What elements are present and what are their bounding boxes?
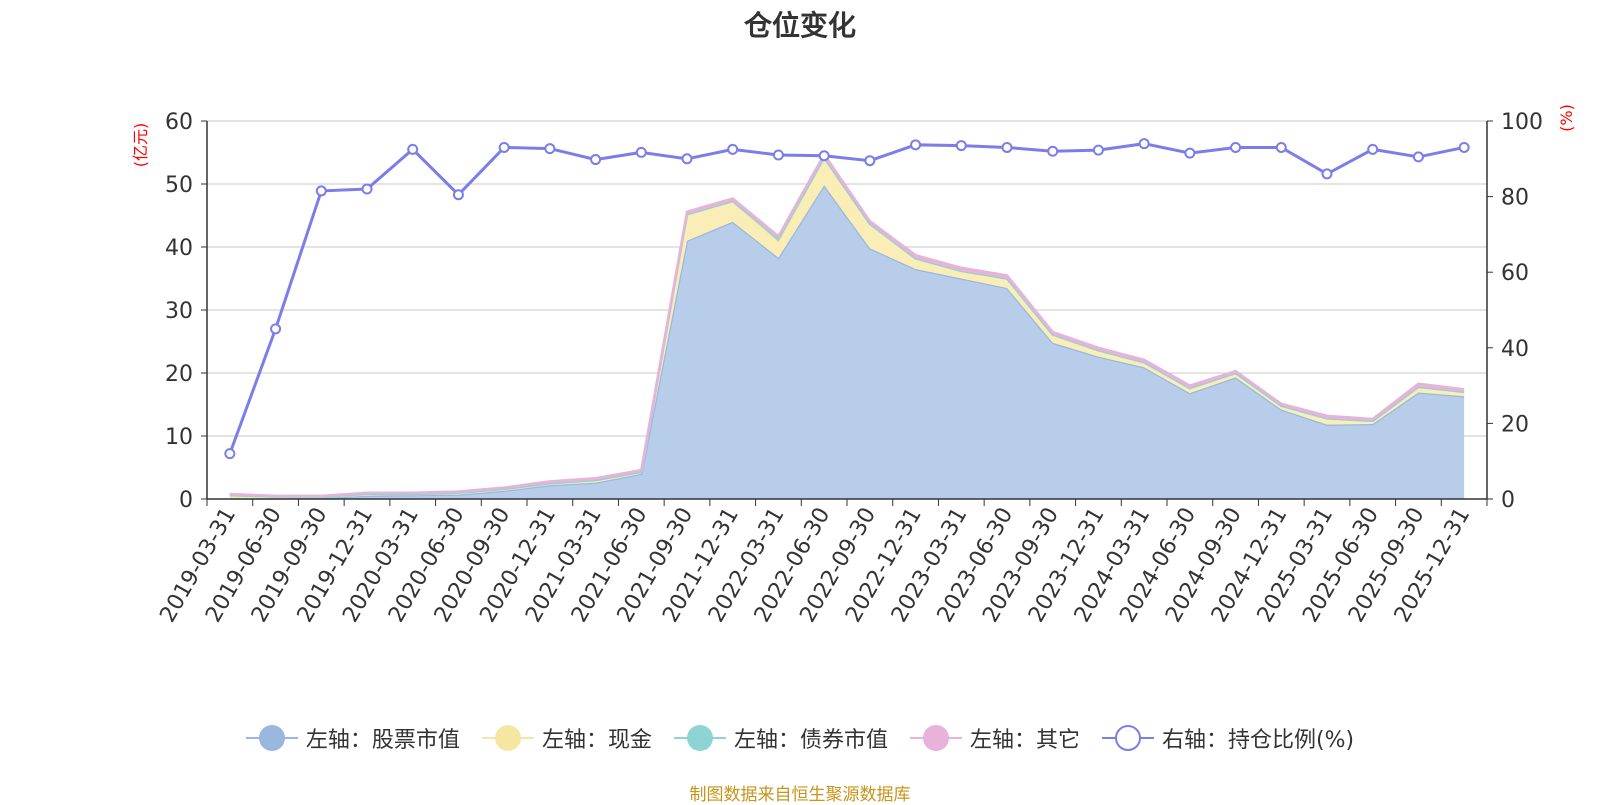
legend-symbol bbox=[909, 725, 962, 751]
ratio-point bbox=[818, 150, 830, 162]
ratio-point bbox=[864, 155, 876, 167]
source-note: 制图数据来自恒生聚源数据库 bbox=[689, 785, 911, 805]
legend-label: 左轴：债券市值 bbox=[733, 728, 888, 753]
right-tick-label: 20 bbox=[1501, 412, 1529, 437]
ratio-point bbox=[270, 323, 282, 335]
legend-symbol bbox=[481, 725, 534, 751]
ratio-point bbox=[955, 140, 967, 152]
ratio-point bbox=[1275, 141, 1287, 153]
legend-symbol bbox=[673, 725, 726, 751]
left-axis-unit: (亿元) bbox=[131, 123, 150, 168]
ratio-line bbox=[224, 138, 1470, 460]
ratio-point bbox=[1321, 168, 1333, 180]
right-axis-unit: (%) bbox=[1557, 104, 1576, 132]
chart-plot: 01020304050600204060801002019-03-312019-… bbox=[131, 104, 1576, 627]
area-左轴：股票市值 bbox=[229, 185, 1465, 499]
legend-label: 左轴：股票市值 bbox=[305, 728, 460, 753]
left-tick-label: 40 bbox=[165, 236, 193, 261]
right-tick-label: 100 bbox=[1501, 110, 1543, 135]
legend-symbol bbox=[245, 725, 298, 751]
legend-label: 左轴：现金 bbox=[541, 728, 652, 753]
ratio-point bbox=[544, 143, 556, 155]
ratio-point bbox=[727, 143, 739, 155]
right-tick-label: 0 bbox=[1501, 488, 1515, 513]
left-tick-label: 0 bbox=[179, 488, 193, 513]
right-tick-label: 60 bbox=[1501, 261, 1529, 286]
legend-label: 左轴：其它 bbox=[969, 728, 1080, 753]
left-tick-label: 30 bbox=[165, 299, 193, 324]
ratio-point bbox=[590, 154, 602, 166]
left-tick-label: 10 bbox=[165, 425, 193, 450]
ratio-point bbox=[361, 183, 373, 195]
ratio-point bbox=[1367, 143, 1379, 155]
legend-symbol bbox=[1101, 725, 1154, 751]
legend: 左轴：股票市值 左轴：现金 左轴：债券市值 左轴：其它 右轴：持仓比例(%) bbox=[0, 722, 1600, 754]
ratio-line-path bbox=[228, 142, 1465, 455]
left-tick-label: 50 bbox=[165, 173, 193, 198]
ratio-point bbox=[681, 153, 693, 165]
ratio-point bbox=[1230, 141, 1242, 153]
legend-label: 右轴：持仓比例(%) bbox=[1161, 728, 1355, 753]
ratio-point bbox=[1001, 141, 1013, 153]
ratio-point bbox=[635, 146, 647, 158]
legend-item[interactable]: 左轴：现金 bbox=[481, 722, 652, 754]
ratio-point bbox=[1184, 147, 1196, 159]
legend-item[interactable]: 左轴：股票市值 bbox=[245, 722, 460, 754]
ratio-point bbox=[772, 149, 784, 161]
legend-item[interactable]: 右轴：持仓比例(%) bbox=[1101, 722, 1355, 754]
legend-item[interactable]: 左轴：其它 bbox=[909, 722, 1080, 754]
right-tick-label: 80 bbox=[1501, 186, 1529, 211]
left-tick-label: 20 bbox=[165, 362, 193, 387]
left-tick-label: 60 bbox=[165, 110, 193, 135]
area-line-左轴：其它 bbox=[229, 152, 1465, 498]
ratio-point bbox=[1092, 144, 1104, 156]
ratio-point bbox=[452, 189, 464, 201]
stacked-areas bbox=[229, 152, 1465, 500]
ratio-point bbox=[1458, 141, 1470, 153]
ratio-point bbox=[315, 185, 327, 197]
ratio-point bbox=[1047, 145, 1059, 157]
ratio-point bbox=[1138, 138, 1150, 150]
ratio-point bbox=[1412, 151, 1424, 163]
ratio-point bbox=[407, 143, 419, 155]
ratio-point bbox=[910, 139, 922, 151]
ratio-point bbox=[224, 448, 236, 460]
chart-title: 仓位变化 bbox=[743, 9, 856, 42]
legend-item[interactable]: 左轴：债券市值 bbox=[673, 722, 888, 754]
ratio-point bbox=[498, 141, 510, 153]
right-tick-label: 40 bbox=[1501, 337, 1529, 362]
